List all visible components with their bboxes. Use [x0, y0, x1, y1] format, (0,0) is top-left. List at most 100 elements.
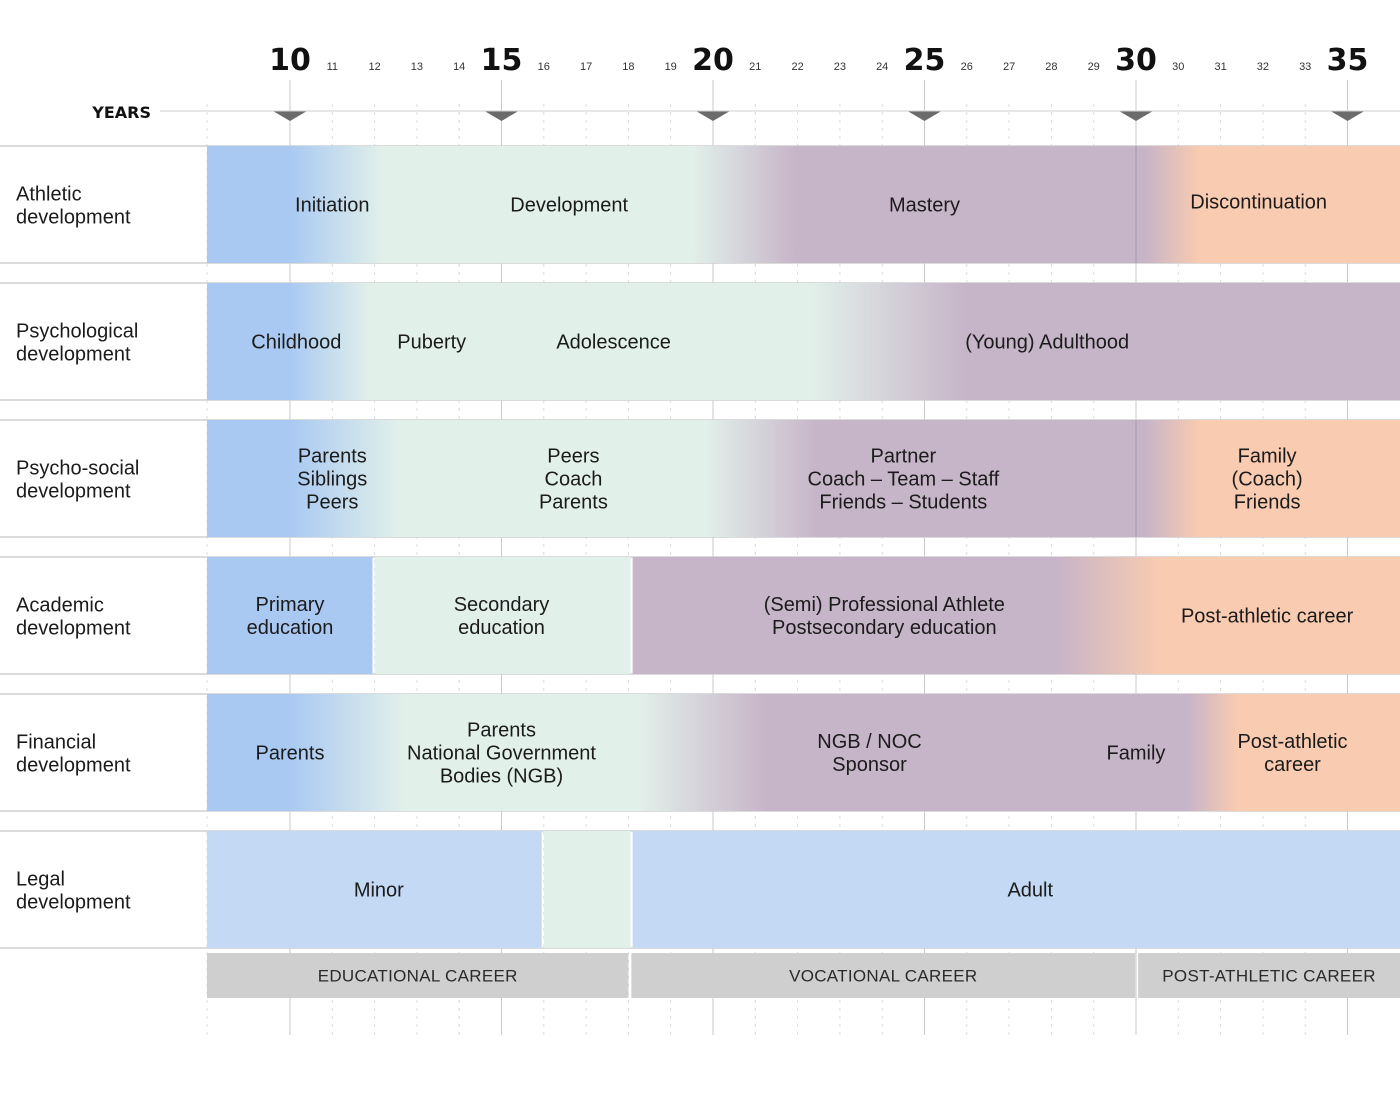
development-row: Minor Adult [207, 831, 1400, 948]
career-label: EDUCATIONAL CAREER [318, 967, 518, 986]
tick-label: 35 [1327, 43, 1369, 78]
career-bar [207, 953, 629, 998]
row-label: Legal development [16, 869, 131, 914]
row-label: Psycho-social development [16, 458, 139, 503]
tick-label: 12 [368, 61, 380, 73]
row-label-line: development [16, 344, 131, 366]
stage-label-line: Parents [539, 492, 608, 514]
row-label-line: development [16, 618, 131, 640]
year-marker-icon [696, 111, 730, 121]
stage-label-line: Discontinuation [1190, 192, 1327, 214]
band-segment [543, 831, 631, 948]
row-label-line: development [16, 207, 131, 229]
row-label: Financial development [16, 732, 131, 777]
career-bar [1138, 953, 1400, 998]
row-label: Athletic development [16, 184, 131, 229]
stage-label: NGB / NOC Sponsor [817, 731, 921, 776]
tick-label: 20 [692, 43, 734, 78]
row-label-line: Psychological [16, 321, 138, 343]
stage-label: Puberty [397, 332, 466, 354]
row-label-line: development [16, 892, 131, 914]
band-segment [374, 557, 631, 674]
career-label: VOCATIONAL CAREER [789, 967, 977, 986]
stage-label: Minor [354, 880, 404, 902]
stage-label: Post-athletic career [1237, 731, 1347, 776]
tick-label: 31 [1214, 61, 1226, 73]
row-label-line: Legal [16, 869, 65, 891]
development-row: Initiation Development Mastery Discontinuat… [207, 146, 1400, 263]
row-label: Academic development [16, 595, 131, 640]
stage-label-line: education [458, 617, 545, 639]
stage-label: Secondary education [454, 594, 550, 639]
tick-label: 18 [622, 61, 634, 73]
stage-label-line: Coach [545, 469, 603, 491]
tick-label: 19 [665, 61, 677, 73]
tick-label: 10 [269, 43, 311, 78]
stage-label: Parents Siblings Peers [297, 446, 367, 514]
stage-label-line: education [247, 617, 334, 639]
stage-label-line: Family [1107, 743, 1166, 765]
stage-label-line: NGB / NOC [817, 731, 921, 753]
stage-label-line: Postsecondary education [772, 617, 997, 639]
stage-label-line: Puberty [397, 332, 466, 354]
tick-label: 29 [1088, 61, 1100, 73]
career-bar [631, 953, 1136, 998]
tick-label: 21 [749, 61, 761, 73]
career-phases: EDUCATIONAL CAREER VOCATIONAL CAREER POST-… [207, 953, 1400, 998]
tick-label: 23 [834, 61, 846, 73]
career-label: POST-ATHLETIC CAREER [1162, 967, 1376, 986]
stage-label-line: Coach – Team – Staff [808, 469, 1000, 491]
development-band [207, 146, 1400, 263]
development-row: Parents Parents National Government Bodies … [207, 694, 1400, 811]
stage-label: Parents National Government Bodies (NGB) [407, 720, 596, 788]
tick-label: 30 [1115, 43, 1157, 78]
band-segment [632, 831, 1400, 948]
tick-label: 14 [453, 61, 465, 73]
stage-label-line: Sponsor [832, 754, 907, 776]
year-marker-icon [1330, 111, 1365, 121]
band-segment [207, 557, 373, 674]
stage-label: Post-athletic career [1181, 606, 1354, 628]
stage-label-line: Initiation [295, 195, 370, 217]
stage-label-line: Childhood [251, 332, 341, 354]
stage-label-line: Peers [547, 446, 599, 468]
stage-label-line: Minor [354, 880, 404, 902]
tick-label: 15 [481, 43, 523, 78]
stage-label: Development [510, 195, 628, 217]
stage-label-line: Mastery [889, 195, 960, 217]
stage-label: Initiation [295, 195, 370, 217]
year-marker-icon [1119, 111, 1153, 121]
stage-label: Family (Coach) Friends [1232, 446, 1303, 514]
stage-label-line: Family [1238, 446, 1297, 468]
stage-label-line: Friends [1234, 492, 1301, 514]
tick-label: 17 [580, 61, 592, 73]
tick-label: 24 [876, 61, 888, 73]
stage-label: (Young) Adulthood [965, 332, 1129, 354]
stage-label-line: career [1264, 754, 1321, 776]
stage-label-line: Adult [1007, 880, 1053, 902]
tick-label: 27 [1003, 61, 1015, 73]
years-label: YEARS [91, 103, 151, 122]
tick-label: 22 [791, 61, 803, 73]
development-bands: Initiation Development Mastery Discontinuat… [207, 146, 1400, 948]
stage-label: Peers Coach Parents [539, 446, 608, 514]
stage-label: Partner Coach – Team – Staff Friends – Stu… [808, 446, 1000, 514]
development-band [207, 283, 1400, 400]
tick-label: 25 [904, 43, 946, 78]
band-segment [632, 557, 1400, 674]
stage-label: Parents [256, 743, 325, 765]
stage-label: Family [1107, 743, 1166, 765]
stage-label-line: Siblings [297, 469, 367, 491]
stage-label-line: Parents [256, 743, 325, 765]
stage-label: Adolescence [556, 332, 671, 354]
stage-label-line: Secondary [454, 594, 550, 616]
stage-label: Mastery [889, 195, 960, 217]
stage-label: Discontinuation [1190, 192, 1327, 214]
stage-label-line: National Government [407, 743, 596, 765]
stage-label-line: (Young) Adulthood [965, 332, 1129, 354]
stage-label: Primary education [247, 594, 334, 639]
stage-label-line: Bodies (NGB) [440, 766, 563, 788]
